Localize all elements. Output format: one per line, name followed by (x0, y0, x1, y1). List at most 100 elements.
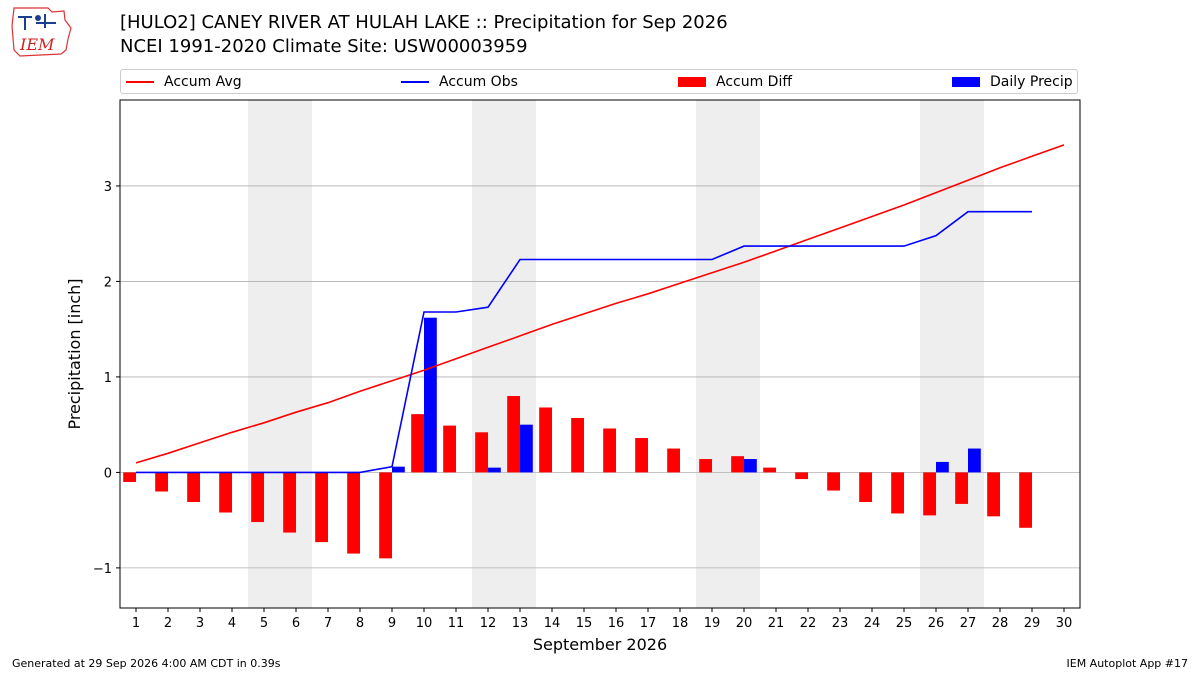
diff-bar-day-22 (795, 472, 808, 480)
legend-item-accum-diff: Accum Diff (678, 70, 792, 93)
x-tick-label-22: 22 (800, 616, 817, 631)
x-tick-label-3: 3 (196, 616, 204, 631)
daily-precip-bar-day-13 (520, 424, 533, 473)
diff-bar-day-4 (219, 472, 232, 513)
diff-bar-day-7 (315, 472, 328, 543)
diff-bar-day-26 (923, 472, 936, 516)
diff-bar-day-18 (667, 448, 680, 473)
accum-obs-line (136, 210, 1032, 474)
footer-generated: Generated at 29 Sep 2026 4:00 AM CDT in … (12, 657, 281, 670)
diff-bar-day-29 (1019, 472, 1032, 528)
legend-item-accum-avg: Accum Avg (126, 70, 242, 93)
x-tick-label-17: 17 (640, 616, 657, 631)
diff-bar-day-5 (251, 472, 264, 523)
chart-subtitle: NCEI 1991-2020 Climate Site: USW00003959 (120, 36, 528, 57)
legend-swatch-accum-obs (401, 80, 429, 83)
diff-bar-day-12 (475, 432, 488, 473)
diff-bar-day-3 (187, 472, 200, 503)
diff-bar-day-23 (827, 472, 840, 491)
y-tick-label-1: 1 (104, 371, 112, 386)
diff-bar-day-13 (507, 396, 520, 473)
daily-precip-bar-day-10 (424, 317, 437, 473)
logo-text: IEM (19, 35, 55, 54)
y-tick-label-2: 2 (104, 275, 112, 290)
x-tick-label-12: 12 (480, 616, 497, 631)
weekend-shade-3 (920, 100, 984, 608)
x-tick-label-19: 19 (704, 616, 721, 631)
x-tick-label-11: 11 (448, 616, 465, 631)
x-tick-label-29: 29 (1024, 616, 1041, 631)
x-tick-label-14: 14 (544, 616, 561, 631)
legend-label-accum-avg: Accum Avg (164, 73, 242, 90)
diff-bar-day-17 (635, 438, 648, 473)
x-tick-label-6: 6 (292, 616, 300, 631)
diff-bar-day-27 (955, 472, 968, 504)
x-tick-label-7: 7 (324, 616, 332, 631)
diff-bar-day-14 (539, 407, 552, 473)
diff-bar-day-8 (347, 472, 360, 554)
footer-app: IEM Autoplot App #17 (1066, 657, 1189, 670)
diff-bar-day-25 (891, 472, 904, 514)
diff-bar-day-28 (987, 472, 1000, 517)
x-tick-label-8: 8 (356, 616, 364, 631)
daily-precip-bar-day-20 (744, 459, 757, 473)
legend-label-daily-precip: Daily Precip (990, 73, 1073, 90)
legend-item-daily-precip: Daily Precip (952, 70, 1073, 93)
diff-bar-day-19 (699, 459, 712, 473)
x-tick-label-23: 23 (832, 616, 849, 631)
diff-bar-day-2 (155, 472, 168, 492)
y-axis-label: Precipitation [inch] (65, 278, 84, 429)
x-tick-label-9: 9 (388, 616, 396, 631)
legend: Accum Avg Accum Obs Accum Diff Daily Pre… (120, 69, 1078, 94)
y-tick-label--1: −1 (93, 562, 112, 577)
diff-bar-day-6 (283, 472, 296, 533)
x-tick-label-15: 15 (576, 616, 593, 631)
daily-precip-bar-day-12 (488, 467, 501, 473)
legend-swatch-daily-precip (952, 76, 980, 87)
x-tick-label-10: 10 (416, 616, 433, 631)
x-tick-label-16: 16 (608, 616, 625, 631)
legend-swatch-accum-diff (678, 76, 706, 87)
diff-bar-day-20 (731, 456, 744, 473)
x-tick-label-5: 5 (260, 616, 268, 631)
x-tick-label-24: 24 (864, 616, 881, 631)
plot-frame (119, 99, 1081, 609)
legend-label-accum-diff: Accum Diff (716, 73, 793, 90)
x-tick-label-27: 27 (960, 616, 977, 631)
y-tick-label-3: 3 (104, 180, 112, 195)
diff-bar-day-15 (571, 417, 584, 473)
weekend-shade-2 (696, 100, 760, 608)
diff-bar-day-10 (411, 414, 424, 473)
x-axis-label: September 2026 (533, 635, 667, 654)
diff-bar-day-21 (763, 467, 776, 473)
x-tick-label-13: 13 (512, 616, 529, 631)
x-tick-label-20: 20 (736, 616, 753, 631)
daily-precip-bar-day-27 (968, 448, 981, 473)
weekend-shade-1 (472, 100, 536, 608)
legend-swatch-accum-avg (126, 80, 154, 83)
x-tick-label-25: 25 (896, 616, 913, 631)
y-tick-label-0: 0 (104, 466, 112, 481)
diff-bar-day-1 (123, 472, 136, 482)
x-tick-label-30: 30 (1056, 616, 1073, 631)
legend-label-accum-obs: Accum Obs (439, 73, 518, 90)
x-tick-label-26: 26 (928, 616, 945, 631)
chart-title: [HULO2] CANEY RIVER AT HULAH LAKE :: Pre… (120, 12, 728, 33)
x-tick-label-28: 28 (992, 616, 1009, 631)
weekend-shade-0 (248, 100, 312, 608)
diff-bar-day-24 (859, 472, 872, 503)
accum-avg-line (135, 144, 1065, 464)
x-tick-label-1: 1 (132, 616, 140, 631)
daily-precip-bar-day-9 (392, 466, 405, 473)
diff-bar-day-9 (379, 472, 392, 559)
diff-bar-day-11 (443, 425, 456, 473)
legend-item-accum-obs: Accum Obs (401, 70, 518, 93)
x-tick-label-21: 21 (768, 616, 785, 631)
x-tick-label-4: 4 (228, 616, 236, 631)
iem-logo: IEM (11, 7, 72, 57)
daily-precip-bar-day-26 (936, 461, 949, 473)
x-tick-label-2: 2 (164, 616, 172, 631)
x-tick-label-18: 18 (672, 616, 689, 631)
diff-bar-day-16 (603, 428, 616, 473)
